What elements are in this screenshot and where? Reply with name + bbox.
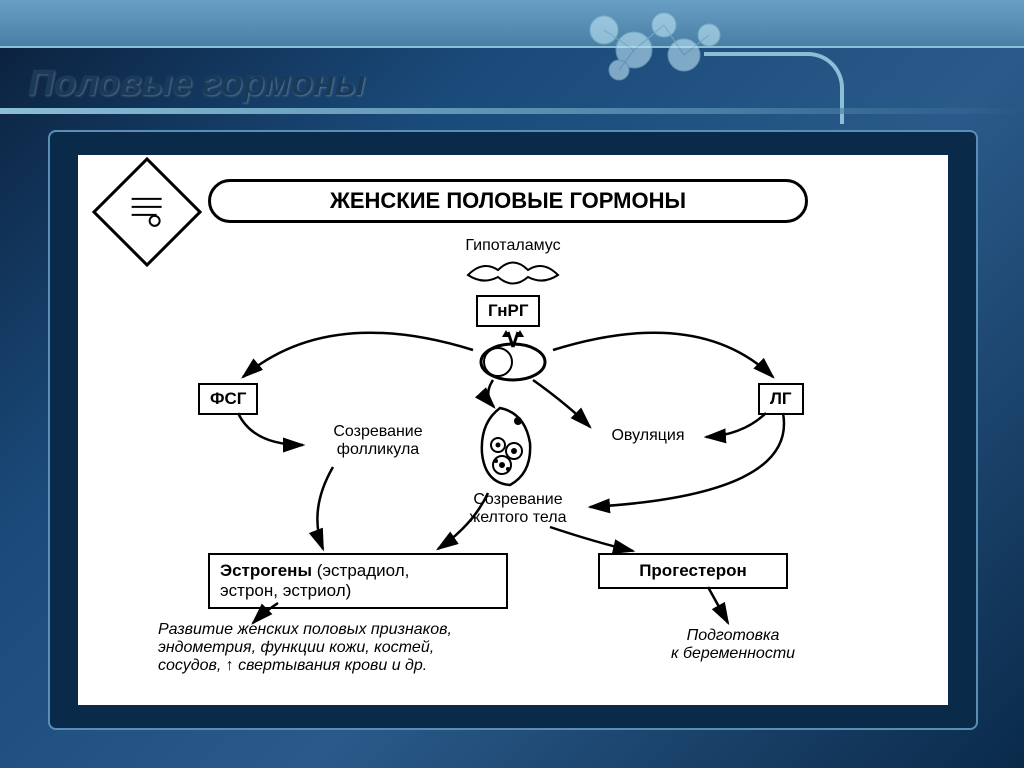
estrogens-box: Эстрогены (эстрадиол, эстрон, эстриол) — [208, 553, 508, 609]
estrogens-label: Эстрогены — [220, 561, 312, 580]
title-underline — [0, 108, 1024, 114]
ovulation-label: Овуляция — [588, 427, 708, 445]
corner-diamond-icon — [92, 157, 202, 267]
progesterone-box: Прогестерон — [598, 553, 788, 589]
hypothalamus-label: Гипоталамус — [438, 237, 588, 255]
ovary-icon — [470, 403, 542, 491]
estrogen-effects-text: Развитие женских половых признаков, эндо… — [158, 621, 558, 675]
lh-box: ЛГ — [758, 383, 804, 415]
content-frame: ЖЕНСКИЕ ПОЛОВЫЕ ГОРМОНЫ Гипоталамус ГнРГ… — [48, 130, 978, 730]
hormone-flowchart: ЖЕНСКИЕ ПОЛОВЫЕ ГОРМОНЫ Гипоталамус ГнРГ… — [78, 155, 948, 705]
top-bar — [0, 0, 1024, 48]
follicle-maturation-label: Созревание фолликула — [308, 423, 448, 459]
gnrh-box: ГнРГ — [476, 295, 540, 327]
pituitary-icon — [473, 327, 553, 382]
fsh-box: ФСГ — [198, 383, 258, 415]
corpus-luteum-label: Созревание желтого тела — [448, 491, 588, 527]
hypothalamus-icon — [458, 255, 568, 295]
slide-title: Половые гормоны — [28, 62, 365, 104]
progesterone-effects-text: Подготовка к беременности — [633, 627, 833, 663]
diagram-header: ЖЕНСКИЕ ПОЛОВЫЕ ГОРМОНЫ — [208, 179, 808, 223]
